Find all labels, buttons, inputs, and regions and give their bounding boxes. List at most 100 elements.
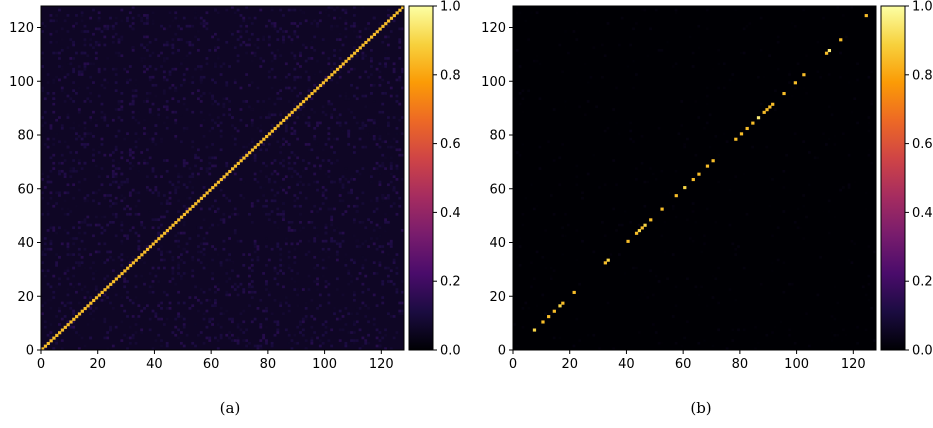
heatmap-a-noise-cell: [350, 280, 353, 283]
heatmap-a-noise-cell: [86, 97, 90, 101]
heatmap-a-noise-cell: [347, 143, 351, 146]
heatmap-a-noise-cell: [253, 172, 257, 176]
heatmap-b-noise-cell: [640, 161, 644, 165]
heatmap-a-noise-cell: [194, 16, 197, 20]
heatmap-a-diagonal-cell: [338, 65, 343, 69]
heatmap-a-noise-cell: [259, 325, 263, 329]
heatmap-a-noise-cell: [174, 325, 178, 329]
heatmap-a-noise-cell: [231, 212, 234, 216]
heatmap-a-noise-cell: [162, 266, 166, 270]
heatmap-a-noise-cell: [293, 199, 297, 203]
heatmap-b-noise-cell: [847, 153, 851, 157]
heatmap-a-noise-cell: [126, 78, 129, 82]
heatmap-b-noise-cell: [853, 97, 857, 101]
heatmap-a-noise-cell: [80, 167, 84, 170]
heatmap-a-noise-cell: [168, 250, 172, 254]
heatmap-a-noise-cell: [174, 282, 178, 286]
heatmap-a-noise-cell: [301, 159, 305, 162]
heatmap-a-noise-cell: [293, 153, 297, 157]
heatmap-b-noise-cell: [527, 38, 531, 41]
heatmap-b-noise-cell: [850, 261, 854, 264]
heatmap-a-noise-cell: [143, 261, 146, 264]
heatmap-a-noise-cell: [97, 27, 101, 31]
heatmap-a-noise-cell: [145, 14, 149, 17]
heatmap-b-noise-cell: [864, 11, 868, 15]
heatmap-a-diagonal-cell: [114, 277, 118, 281]
heatmap-a-noise-cell: [231, 32, 234, 36]
heatmap-a-noise-cell: [236, 285, 240, 289]
heatmap-a-noise-cell: [293, 132, 297, 135]
heatmap-b-noise-cell: [654, 274, 658, 278]
heatmap-a-noise-cell: [97, 290, 101, 294]
heatmap-a-noise-cell: [316, 121, 319, 125]
heatmap-a-noise-cell: [352, 234, 356, 238]
heatmap-a-noise-cell: [171, 269, 175, 273]
heatmap-a-noise-cell: [372, 229, 376, 232]
heatmap-a-noise-cell: [103, 229, 107, 232]
heatmap-a-noise-cell: [372, 210, 376, 213]
heatmap-a-noise-cell: [66, 266, 70, 270]
heatmap-b-noise-cell: [521, 212, 525, 216]
heatmap-a-noise-cell: [287, 309, 291, 313]
heatmap-a-noise-cell: [301, 11, 305, 15]
heatmap-b-diagonal-cell: [603, 261, 607, 265]
heatmap-a-noise-cell: [318, 19, 322, 23]
heatmap-a-noise-cell: [279, 253, 283, 256]
heatmap-a-diagonal-cell: [60, 328, 65, 332]
heatmap-b-noise-cell: [629, 92, 633, 95]
heatmap-a-noise-cell: [231, 317, 234, 321]
heatmap-b-noise-cell: [606, 301, 610, 305]
heatmap-a-noise-cell: [256, 199, 260, 203]
heatmap-a-noise-cell: [63, 75, 67, 79]
heatmap-a-noise-cell: [282, 164, 285, 168]
heatmap-a-noise-cell: [372, 272, 376, 275]
heatmap-a-noise-cell: [335, 277, 339, 281]
heatmap-a-diagonal-cell: [248, 151, 252, 155]
heatmap-a-noise-cell: [401, 116, 404, 119]
heatmap-a-noise-cell: [358, 137, 362, 141]
heatmap-a-noise-cell: [86, 143, 90, 146]
heatmap-a-noise-cell: [128, 194, 132, 197]
heatmap-a-noise-cell: [160, 307, 163, 310]
heatmap-a-noise-cell: [202, 237, 206, 240]
heatmap-a-noise-cell: [355, 239, 359, 243]
heatmap-a-noise-cell: [43, 237, 47, 240]
heatmap-a-noise-cell: [177, 239, 180, 243]
heatmap-a-noise-cell: [208, 226, 212, 230]
heatmap-a-noise-cell: [330, 132, 334, 135]
heatmap-a-noise-cell: [148, 137, 152, 141]
heatmap-b-noise-cell: [547, 140, 550, 144]
heatmap-a-noise-cell: [69, 97, 73, 101]
heatmap-a-noise-cell: [265, 148, 268, 152]
heatmap-a-noise-cell: [321, 51, 325, 55]
heatmap-a-noise-cell: [202, 341, 206, 345]
heatmap-b-noise-cell: [674, 11, 678, 15]
heatmap-a-noise-cell: [395, 288, 399, 291]
heatmap-a-noise-cell: [236, 274, 240, 278]
heatmap-a-noise-cell: [262, 161, 266, 165]
heatmap-a-noise-cell: [276, 226, 280, 230]
heatmap-a-noise-cell: [66, 14, 70, 17]
heatmap-a-diagonal-cell: [273, 126, 277, 131]
heatmap-b-noise-cell: [844, 333, 848, 337]
heatmap-a-diagonal-cell: [381, 24, 385, 28]
heatmap-a-noise-cell: [250, 22, 254, 25]
heatmap-a-noise-cell: [191, 191, 195, 195]
heatmap-b-noise-cell: [691, 239, 695, 243]
heatmap-b-noise-cell: [776, 40, 780, 44]
heatmap-a-noise-cell: [358, 75, 362, 79]
heatmap-a-noise-cell: [378, 135, 382, 138]
heatmap-a-noise-cell: [242, 19, 246, 23]
heatmap-a-noise-cell: [290, 277, 294, 281]
heatmap-a-noise-cell: [168, 202, 172, 205]
heatmap-a-noise-cell: [114, 196, 118, 200]
heatmap-a-noise-cell: [245, 145, 249, 149]
heatmap-a-noise-cell: [145, 97, 149, 101]
heatmap-b-noise-cell: [708, 113, 712, 117]
heatmap-a-y-tick-label: 120: [9, 21, 34, 36]
heatmap-a-noise-cell: [77, 301, 81, 305]
heatmap-a-noise-cell: [270, 124, 274, 127]
heatmap-a-noise-cell: [222, 97, 226, 101]
heatmap-a-noise-cell: [154, 339, 158, 342]
heatmap-a-noise-cell: [381, 280, 385, 283]
